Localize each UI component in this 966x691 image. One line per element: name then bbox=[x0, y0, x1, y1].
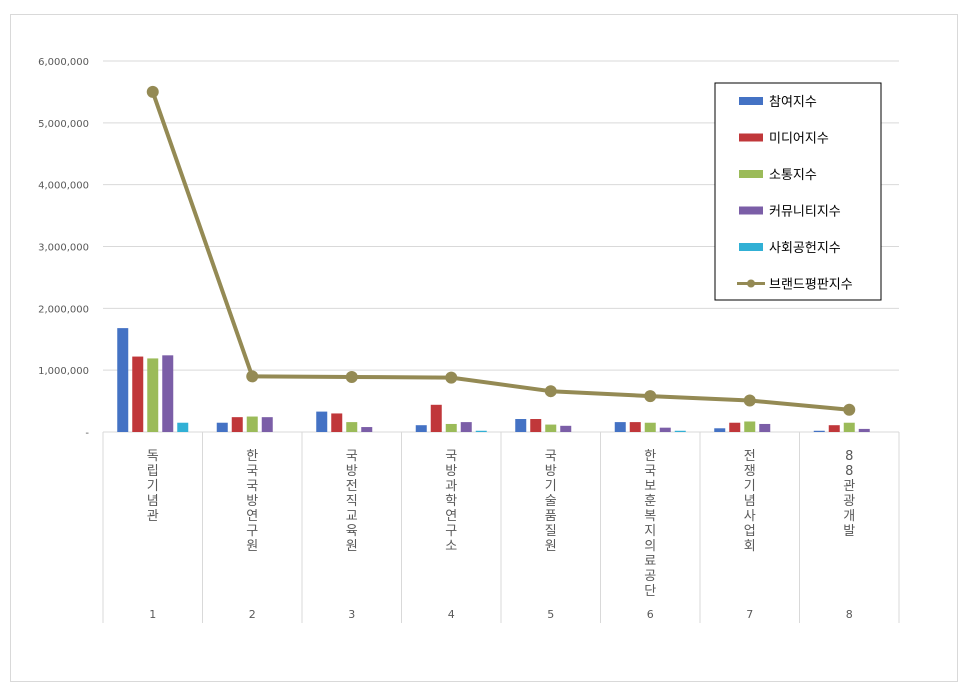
legend-swatch bbox=[739, 170, 763, 178]
grid-lines bbox=[103, 60, 899, 371]
bar bbox=[744, 421, 756, 432]
bar bbox=[246, 416, 258, 432]
bar bbox=[714, 428, 726, 432]
y-axis: - 1,000,000 2,000,000 3,000,000 4,000,000 5,0… bbox=[38, 57, 89, 439]
bar bbox=[430, 404, 442, 432]
bar bbox=[445, 423, 457, 432]
x-rank-label: 8 bbox=[846, 608, 853, 621]
line-point bbox=[843, 403, 856, 416]
bar bbox=[132, 356, 144, 432]
bar bbox=[261, 417, 273, 432]
bar bbox=[644, 422, 656, 432]
bar bbox=[117, 328, 129, 432]
bar bbox=[346, 422, 358, 432]
legend-label: 브랜드평판지수 bbox=[769, 278, 853, 293]
legend-swatch bbox=[739, 206, 763, 215]
bar bbox=[729, 422, 741, 432]
bar bbox=[361, 427, 373, 432]
x-rank-label: 4 bbox=[448, 608, 455, 621]
y-tick-label: 1,000,000 bbox=[38, 366, 89, 377]
bar bbox=[415, 425, 427, 432]
bar bbox=[674, 430, 686, 432]
legend-label: 소통지수 bbox=[769, 168, 817, 183]
line-point bbox=[246, 370, 259, 383]
legend-swatch bbox=[739, 133, 763, 142]
legend-label: 미디어지수 bbox=[769, 132, 829, 147]
line-point bbox=[146, 85, 159, 98]
line-point bbox=[345, 370, 358, 383]
x-rank-label: 6 bbox=[647, 608, 654, 621]
bar bbox=[147, 358, 159, 432]
bar bbox=[545, 424, 557, 432]
legend-marker bbox=[747, 279, 755, 288]
brand-reputation-chart: - 1,000,000 2,000,000 3,000,000 4,000,000 5,0… bbox=[38, 57, 900, 623]
y-tick-label: - bbox=[85, 428, 89, 439]
x-rank-label: 2 bbox=[249, 608, 256, 621]
bar bbox=[316, 411, 328, 432]
series-line bbox=[150, 91, 850, 412]
bar bbox=[828, 425, 840, 432]
chart-frame: - 1,000,000 2,000,000 3,000,000 4,000,000 5,0… bbox=[10, 14, 958, 682]
bar-series bbox=[117, 328, 870, 432]
line-point bbox=[445, 371, 458, 384]
line-series bbox=[146, 85, 856, 416]
y-tick-label: 5,000,000 bbox=[38, 119, 89, 130]
bar bbox=[475, 430, 487, 432]
bar bbox=[530, 419, 542, 432]
bar bbox=[759, 423, 771, 432]
bar bbox=[460, 422, 472, 432]
x-axis: 독 립 기 념 관 1 한 국 국 방 연 구 원 2 국 방 전 직 교 육 원 3 국 방 과 학 연 구 소 4 국 방 기 술 품 질 원 5 한 국… bbox=[102, 431, 900, 623]
bar bbox=[843, 422, 855, 432]
x-rank-label: 7 bbox=[746, 608, 753, 621]
legend-label: 참여지수 bbox=[769, 95, 817, 110]
bar bbox=[177, 422, 189, 432]
bar bbox=[515, 419, 527, 432]
bar bbox=[560, 425, 572, 432]
bar bbox=[162, 355, 174, 432]
legend-box bbox=[714, 82, 882, 301]
y-tick-label: 4,000,000 bbox=[38, 181, 89, 192]
bar bbox=[231, 417, 243, 432]
bar bbox=[216, 422, 228, 432]
bar bbox=[614, 422, 626, 432]
bar bbox=[629, 422, 641, 432]
y-tick-label: 3,000,000 bbox=[38, 243, 89, 254]
line-point bbox=[644, 390, 657, 403]
line-point bbox=[544, 385, 557, 398]
bar bbox=[813, 430, 825, 432]
y-tick-label: 2,000,000 bbox=[38, 304, 89, 315]
x-rank-label: 1 bbox=[149, 608, 156, 621]
bar bbox=[858, 428, 870, 432]
bar bbox=[331, 413, 343, 432]
bar bbox=[659, 427, 671, 432]
legend-label: 커뮤니티지수 bbox=[769, 205, 841, 220]
x-rank-label: 3 bbox=[348, 608, 355, 621]
legend-swatch bbox=[739, 97, 763, 105]
line-point bbox=[743, 394, 756, 407]
legend-label: 사회공헌지수 bbox=[769, 241, 841, 256]
legend-swatch bbox=[739, 243, 763, 251]
x-rank-label: 5 bbox=[547, 608, 554, 621]
y-tick-label: 6,000,000 bbox=[38, 57, 89, 68]
